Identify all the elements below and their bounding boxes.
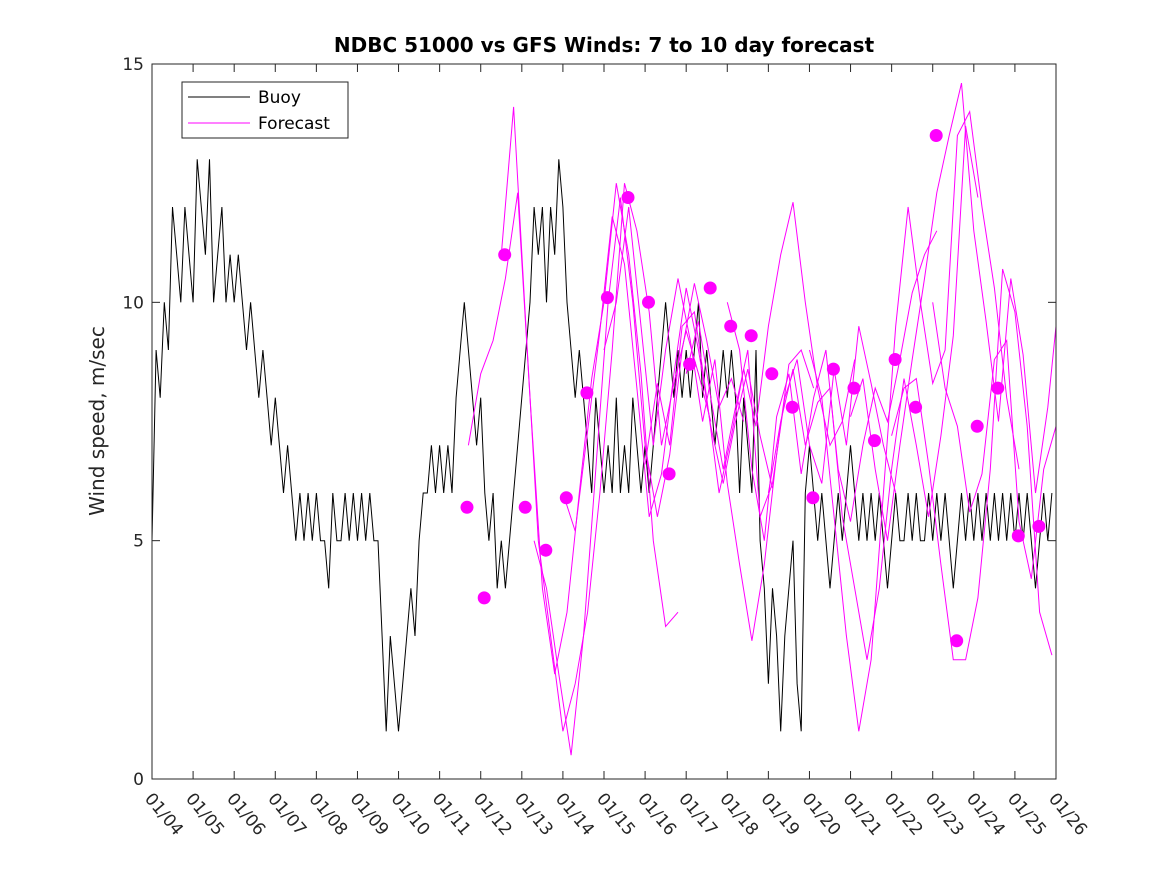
forecast-traces [467, 82, 1057, 756]
forecast-point [724, 319, 738, 333]
forecast-trace [467, 183, 679, 675]
forecast-point [806, 491, 820, 505]
forecast-points [460, 129, 1046, 648]
x-tick-label: 01/06 [222, 789, 269, 839]
x-tick-label: 01/13 [510, 789, 557, 839]
x-tick-label: 01/09 [346, 789, 393, 839]
forecast-point [683, 357, 697, 371]
forecast-point [991, 381, 1005, 395]
y-axis-label: Wind speed, m/sec [85, 326, 109, 516]
x-tick-label: 01/04 [140, 789, 187, 839]
x-tick-label: 01/14 [551, 789, 598, 839]
forecast-trace [562, 216, 773, 532]
legend-label-forecast: Forecast [258, 114, 330, 134]
x-tick-label: 01/12 [469, 789, 516, 839]
forecast-trace [533, 197, 745, 756]
forecast-point [518, 500, 532, 514]
x-tick-label: 01/15 [592, 789, 639, 839]
forecast-trace [932, 302, 1057, 579]
forecast-point [559, 491, 573, 505]
x-tick-label: 01/24 [962, 789, 1009, 839]
plot-area [151, 63, 1057, 780]
forecast-trace [850, 82, 1057, 541]
x-tick-label: 01/20 [798, 789, 845, 839]
forecast-point [826, 362, 840, 376]
y-tick-label: 10 [122, 293, 144, 313]
x-tick-label: 01/22 [880, 789, 927, 839]
forecast-point [600, 291, 614, 305]
forecast-point [621, 191, 635, 204]
forecast-point [703, 281, 717, 295]
forecast-trace [767, 125, 979, 660]
forecast-point [909, 400, 923, 414]
forecast-point [477, 591, 491, 605]
x-tick-label: 01/10 [387, 789, 434, 839]
forecast-trace [644, 202, 856, 494]
x-tick-label: 01/07 [263, 789, 310, 839]
x-tick-label: 01/21 [839, 789, 886, 839]
x-tick-label: 01/23 [921, 789, 968, 839]
forecast-point [888, 353, 902, 366]
forecast-point [460, 500, 474, 514]
forecast-point [744, 329, 758, 343]
x-tick-label: 01/26 [1044, 789, 1091, 839]
x-tick-label: 01/19 [757, 789, 804, 839]
forecast-point [662, 467, 676, 481]
y-axis: 0 5 10 15 [122, 55, 1056, 790]
y-tick-label: 0 [133, 770, 144, 790]
legend-label-buoy: Buoy [258, 88, 301, 108]
forecast-trace [500, 106, 712, 732]
x-tick-label: 01/17 [674, 789, 721, 839]
y-tick-label: 5 [133, 532, 144, 552]
x-tick-label: 01/16 [633, 789, 680, 839]
forecast-point [539, 543, 553, 557]
forecast-point [1032, 519, 1046, 533]
x-tick-label: 01/18 [715, 789, 762, 839]
plot-background [152, 64, 1056, 779]
forecast-point [580, 386, 594, 400]
y-tick-label: 15 [122, 55, 144, 75]
forecast-point [847, 381, 861, 395]
forecast-point [868, 434, 881, 448]
x-tick-label: 01/08 [305, 789, 352, 839]
legend-box [181, 81, 349, 139]
forecast-point [1011, 529, 1025, 543]
forecast-point [765, 367, 779, 381]
forecast-point [785, 400, 799, 414]
forecast-trace [809, 110, 1020, 732]
forecast-trace [891, 268, 1053, 661]
forecast-point [929, 129, 943, 142]
legend: Buoy Forecast [181, 81, 349, 139]
chart-title: NDBC 51000 vs GFS Winds: 7 to 10 day for… [334, 33, 875, 57]
forecast-point [950, 634, 964, 648]
forecast-point [970, 419, 984, 433]
forecast-point [642, 295, 655, 309]
forecast-point [498, 248, 512, 262]
x-tick-label: 01/05 [181, 789, 228, 839]
x-tick-label: 01/11 [428, 789, 475, 839]
x-tick-label: 01/25 [1003, 789, 1050, 839]
